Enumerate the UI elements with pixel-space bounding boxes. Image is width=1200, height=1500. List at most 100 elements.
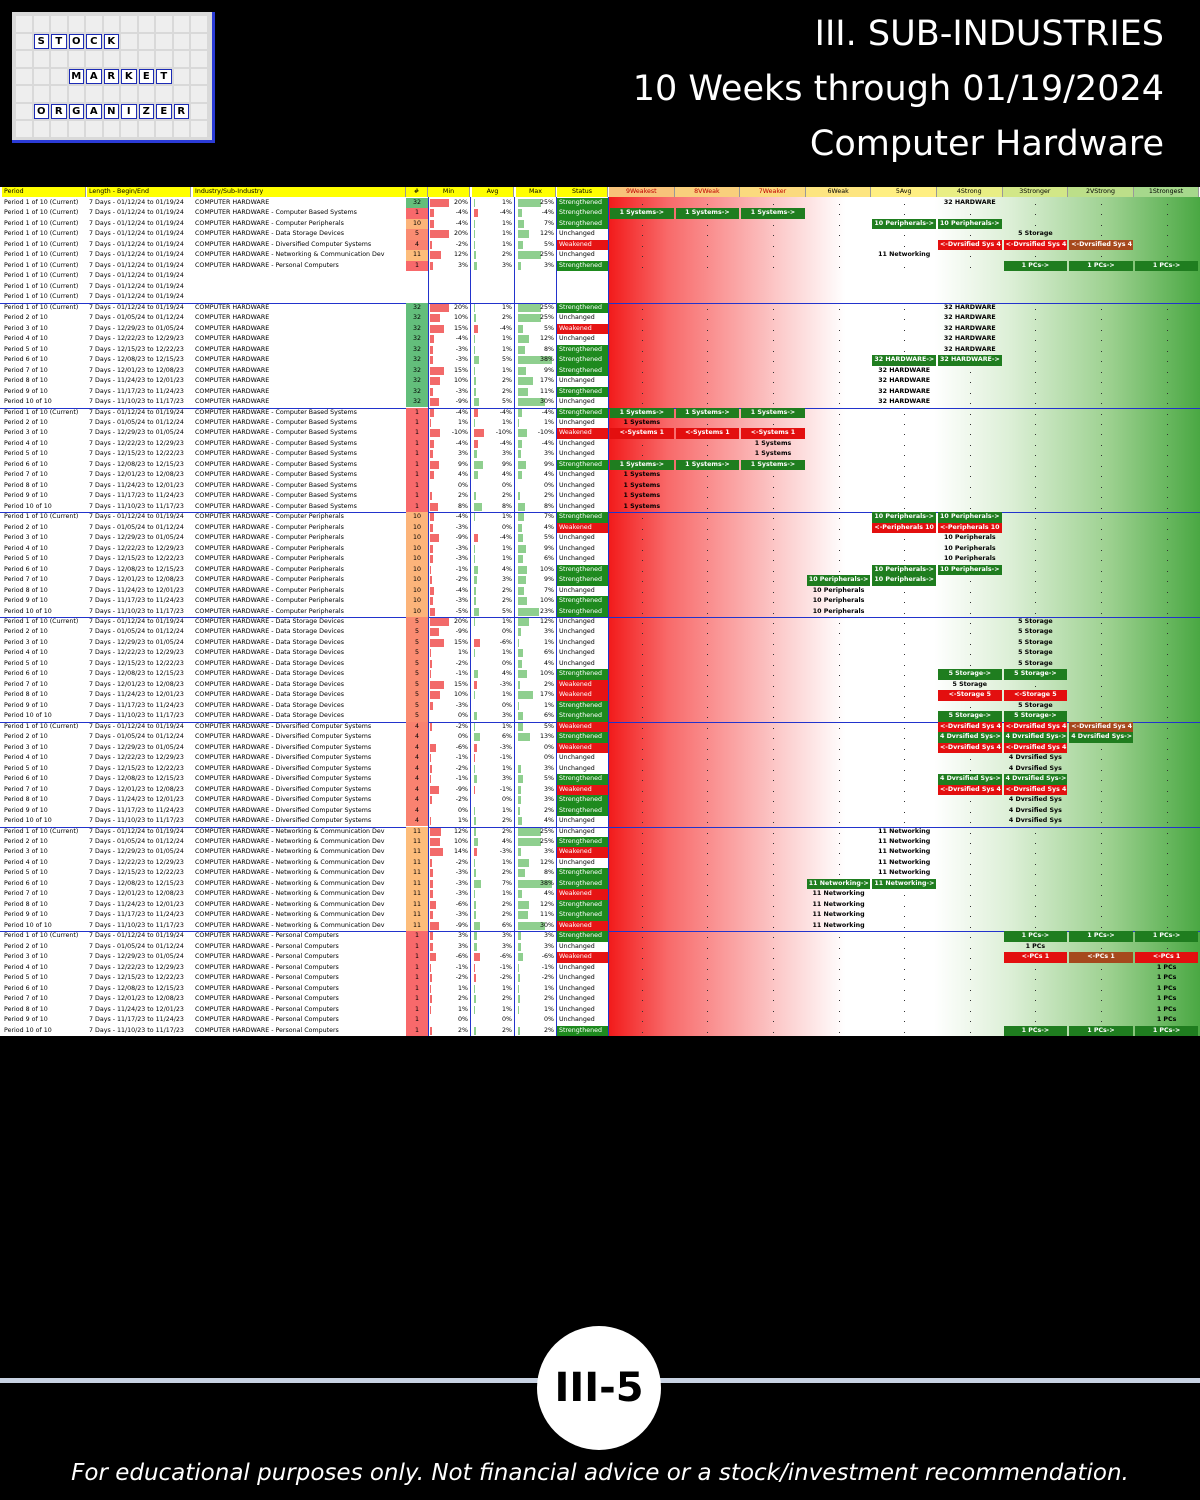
table-cell: 5 [406,711,428,722]
empty-dot [838,759,840,761]
empty-dot [707,423,709,425]
empty-dot [773,392,774,394]
table-cell: 7 Days - 12/01/23 to 12/08/23 [89,576,184,584]
data-bar [518,450,521,459]
empty-dot [969,853,971,855]
table-cell: 38% [540,879,554,887]
data-bar [518,921,545,930]
empty-dot [641,266,643,268]
data-bar [430,670,431,679]
empty-dot [838,507,840,509]
strength-cell: <-PCs 1 [1134,952,1199,963]
data-bar [474,230,475,239]
table-cell: COMPUTER HARDWARE - Data Storage Devices [195,659,344,667]
empty-dot [707,235,709,237]
empty-dot [641,738,643,740]
empty-dot [1166,842,1168,844]
table-cell: 7 Days - 11/10/23 to 11/17/23 [89,607,184,615]
table-cell: 7 Days - 01/12/24 to 01/19/24 [89,209,184,217]
empty-dot [773,654,774,656]
table-cell: Unchanged [559,534,595,542]
logo-tile [86,121,102,137]
empty-dot [1035,685,1037,687]
table-cell: -3% [455,345,468,353]
table-cell: 1 [406,962,428,974]
empty-dot [1166,570,1168,572]
empty-dot [1101,759,1102,761]
data-bar [474,858,475,867]
empty-dot [838,403,840,405]
data-bar [518,1026,520,1035]
logo-letter: Z [138,103,154,119]
empty-dot [1035,1000,1037,1002]
empty-dot [969,403,971,405]
strength-cell: 1 PCs-> [1003,260,1068,272]
empty-dot [838,790,840,792]
table-cell: COMPUTER HARDWARE - Diversified Computer… [195,754,372,762]
table-cell: 1% [458,418,468,426]
empty-dot [773,822,774,824]
table-cell: 7 Days - 12/22/23 to 12/29/23 [89,754,184,762]
table-cell: 1% [502,618,512,625]
empty-dot [838,717,840,719]
empty-dot [707,790,709,792]
empty-dot [641,706,643,708]
empty-dot [1101,863,1102,865]
table-cell: 10 [406,218,428,230]
table-cell: 2% [502,586,512,594]
table-cell: 9% [544,576,554,584]
data-bar [518,806,520,815]
table-cell: Strengthened [557,669,608,680]
data-bar [474,827,476,836]
table-cell: 2% [502,377,512,385]
logo-letter: K [103,33,119,49]
empty-dot [1101,916,1102,918]
table-cell: 2% [502,817,512,825]
data-bar [474,890,475,899]
strength-cell: 4 Dvrsified Sys-> [1069,732,1133,743]
table-cell: Period 1 of 10 (Current) [4,199,79,206]
table-cell: -9% [455,534,468,542]
table-cell: 1 [406,449,428,460]
table-cell: 7 Days - 01/12/24 to 01/19/24 [89,261,184,269]
empty-dot [707,780,709,782]
empty-dot [707,308,709,310]
logo-letter: O [33,103,49,119]
empty-dot [707,591,709,593]
data-bar [430,869,433,878]
empty-dot [838,340,840,342]
table-cell: Strengthened [557,732,608,743]
empty-dot [773,549,774,551]
empty-dot [838,1000,840,1002]
table-cell: 7 Days - 11/17/23 to 11/24/23 [89,1016,184,1024]
table-cell: COMPUTER HARDWARE - Networking & Communi… [195,251,385,259]
empty-dot [641,602,643,604]
empty-dot [1101,497,1102,499]
table-cell: 7 Days - 01/05/24 to 01/12/24 [89,418,184,426]
table-cell: COMPUTER HARDWARE - Data Storage Devices [195,230,344,238]
empty-dot [773,623,774,624]
table-cell: 1% [502,722,512,730]
table-cell: -4% [541,439,554,447]
empty-dot [1101,968,1102,970]
table-cell: 1% [544,1005,554,1013]
empty-dot [1035,518,1037,520]
empty-dot [1166,581,1168,583]
table-cell: 5% [544,534,554,542]
empty-dot [969,507,971,509]
table-cell: 7 Days - 12/22/23 to 12/29/23 [89,649,184,657]
empty-dot [773,256,774,258]
table-cell: Period 2 of 10 [4,418,48,426]
empty-dot [1035,895,1037,897]
table-cell: -1% [455,963,468,971]
table-cell: 0% [544,1016,554,1024]
table-cell: 8% [544,345,554,353]
table-cell: Period 4 of 10 [4,335,48,343]
data-bar [518,303,541,312]
empty-dot [1035,340,1037,342]
data-bar [518,586,525,595]
table-cell: Period 3 of 10 [4,638,48,646]
strength-cell: 1 PCs [1156,974,1177,982]
data-bar [430,576,432,585]
logo-tile [121,121,137,137]
